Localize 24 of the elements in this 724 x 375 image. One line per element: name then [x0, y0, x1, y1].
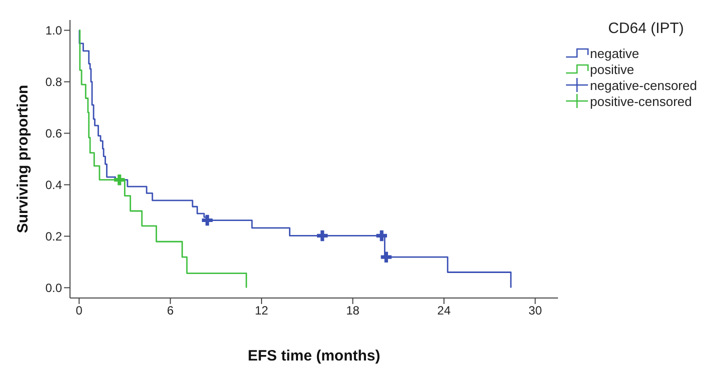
x-tick-label: 0	[76, 304, 83, 318]
y-tick-label: 0.0	[45, 280, 62, 295]
legend-label: negative-censored	[590, 78, 697, 92]
y-tick-label: 0.4	[45, 178, 62, 192]
legend-title: CD64 (IPT)	[607, 20, 685, 37]
y-axis-title: Surviving proportion	[14, 84, 32, 234]
legend-label: positive	[590, 62, 634, 76]
point	[376, 230, 388, 242]
y-tick-label: 1.0	[45, 24, 62, 38]
y-tick-label: 0.6	[45, 126, 62, 141]
x-tick-label: 18	[346, 304, 360, 318]
legend-label: negative	[590, 46, 640, 60]
point	[202, 214, 213, 226]
point	[380, 252, 392, 262]
legend-label: positive-censored	[590, 94, 692, 108]
y-tick-label: 0.2	[45, 229, 62, 244]
x-tick-label: 6	[166, 304, 174, 318]
point	[316, 230, 328, 242]
x-tick-label: 12	[254, 304, 269, 318]
point	[114, 174, 125, 186]
y-tick-label: 0.8	[45, 75, 62, 90]
x-axis-title: EFS time (months)	[248, 348, 380, 365]
x-tick-label: 24	[437, 304, 451, 318]
x-tick-label: 30	[528, 304, 542, 318]
